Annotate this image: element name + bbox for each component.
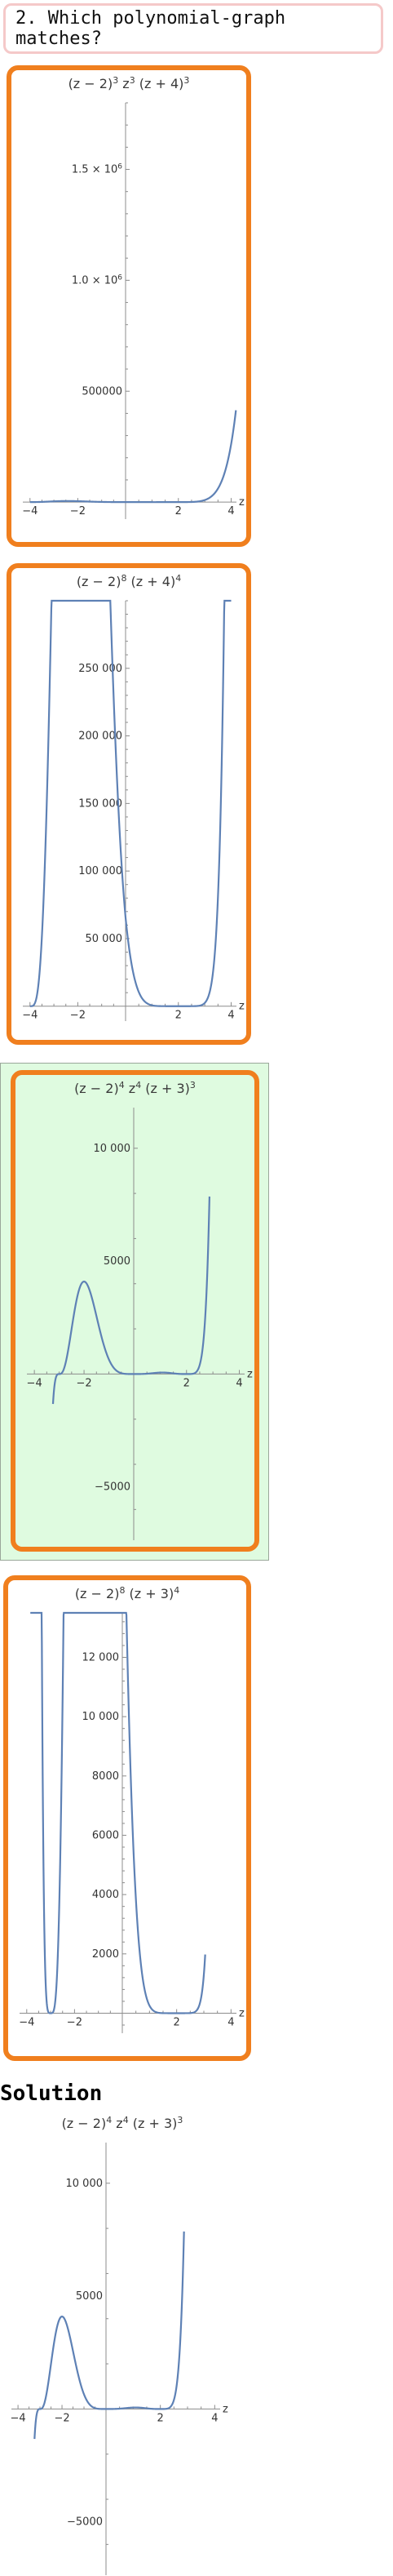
y-tick-label: 10 000: [94, 1143, 131, 1155]
x-tick-label: 4: [227, 2016, 234, 2028]
x-tick-label: 2: [183, 1377, 190, 1389]
x-tick-label: −4: [22, 1010, 38, 1022]
x-tick-label: 4: [227, 1010, 234, 1022]
y-tick-label: 4000: [92, 1889, 119, 1901]
y-tick-label: 100 000: [78, 865, 122, 877]
plot-title: (z − 2)8 (z + 4)4: [77, 573, 181, 590]
plot-3: (z − 2)4 z4 (z + 3)3 −4 −2 2 4z −5000 5000 10 0…: [27, 1080, 253, 1540]
x-tick-label: 2: [175, 505, 182, 517]
question-box: 2. Which polynomial-graph matches?: [3, 3, 383, 54]
answer-option-1[interactable]: (z − 2)3 z3 (z + 4)3 −4 −2 2 4 z 500000 1.0 × 1…: [7, 65, 251, 547]
y-tick-label: 10 000: [66, 2178, 104, 2190]
x-tick-label: 4: [227, 505, 234, 517]
x-tick-label: 2: [157, 2412, 164, 2424]
plot-4: (z − 2)8 (z + 3)4 −4 −2 2 4z 2000 4000 6000 8000…: [19, 1585, 245, 2033]
series-line: [51, 1196, 211, 1405]
x-tick-label: −4: [11, 2412, 26, 2424]
answer-option-4[interactable]: (z − 2)8 (z + 3)4 −4 −2 2 4 z 2000 4000 6000 8000…: [3, 1575, 251, 2061]
y-tick-label: 8000: [92, 1770, 119, 1783]
solution-heading: Solution: [0, 2081, 103, 2106]
series-line: [29, 410, 237, 504]
x-tick-label: −4: [19, 2016, 34, 2028]
y-tick-label: 12 000: [82, 1651, 120, 1663]
x-tick-label: −4: [22, 505, 38, 517]
x-axis-label: z: [223, 2403, 228, 2415]
x-tick-label: 4: [211, 2412, 218, 2424]
y-tick-label: 6000: [92, 1829, 119, 1841]
y-tick-label: 250 000: [78, 663, 122, 675]
series-line: [30, 1611, 206, 2014]
x-axis-label: z: [239, 496, 245, 509]
y-tick-label: 2000: [92, 1948, 119, 1961]
x-axis-label: z: [239, 1001, 245, 1013]
x-tick-label: 2: [175, 1010, 182, 1022]
y-tick-label: 1.5 × 106: [72, 163, 122, 176]
y-tick-label: 200 000: [78, 731, 122, 743]
plot-1: (z − 2)3 z3 (z + 4)3 −4 −2 2 4z 500000 1.0 × 1…: [22, 75, 245, 519]
plot-title: (z − 2)3 z3 (z + 4)3: [68, 75, 190, 92]
y-tick-label: 150 000: [78, 797, 122, 810]
plot-title: (z − 2)4 z4 (z + 3)3: [62, 2115, 183, 2132]
x-tick-label: −2: [54, 2412, 69, 2424]
solution-plot: (z − 2)4 z4 (z + 3)3 −4 −2 2 4 z −5000 5000 10 0…: [0, 2110, 245, 2576]
x-axis-label: z: [247, 1368, 253, 1380]
x-tick-label: −2: [70, 505, 86, 517]
x-tick-label: −4: [27, 1377, 42, 1389]
question-text: 2. Which polynomial-graph matches?: [15, 8, 286, 49]
x-axis-label: z: [239, 2007, 245, 2019]
series-line: [33, 2231, 185, 2440]
y-tick-label: 500000: [82, 385, 122, 398]
x-tick-label: −2: [67, 2016, 82, 2028]
x-tick-label: 4: [236, 1377, 242, 1389]
y-tick-label: −5000: [95, 1481, 130, 1494]
y-tick-label: −5000: [67, 2516, 103, 2529]
plot-2: (z − 2)8 (z + 4)4 −4 −2 2 4z 50 000 100 000 150…: [22, 573, 245, 1022]
y-tick-label: 50 000: [86, 933, 123, 945]
y-tick-label: 5000: [104, 1255, 130, 1268]
plot-solution: (z − 2)4 z4 (z + 3)3 −4 −2 2 4z −5000 5000 10 0…: [11, 2115, 228, 2575]
series-line: [29, 599, 232, 1007]
x-tick-label: −2: [76, 1377, 91, 1389]
answer-option-2[interactable]: (z − 2)8 (z + 4)4 −4 −2 2 4 z 50 000 100 000 150…: [7, 563, 251, 1045]
y-tick-label: 5000: [76, 2290, 103, 2303]
selected-option-highlight: (z − 2)4 z4 (z + 3)3 −4 −2 2 4 z −5000 5000 10 0…: [0, 1063, 269, 1561]
x-tick-label: −2: [70, 1010, 86, 1022]
x-tick-label: 2: [174, 2016, 180, 2028]
y-tick-label: 10 000: [82, 1711, 120, 1723]
plot-title: (z − 2)4 z4 (z + 3)3: [74, 1080, 196, 1097]
answer-option-3[interactable]: (z − 2)4 z4 (z + 3)3 −4 −2 2 4 z −5000 5000 10 0…: [11, 1070, 259, 1552]
plot-title: (z − 2)8 (z + 3)4: [75, 1585, 179, 1602]
y-tick-label: 1.0 × 106: [72, 273, 122, 286]
